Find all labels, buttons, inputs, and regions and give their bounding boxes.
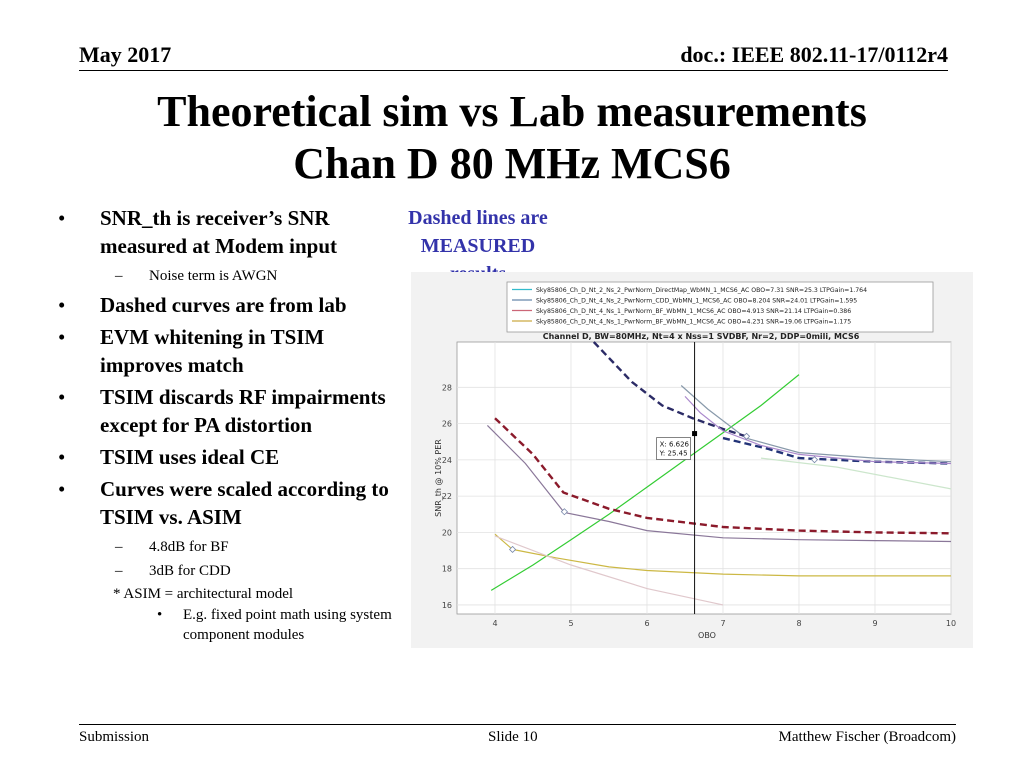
title-line-1: Theoretical sim vs Lab measurements	[157, 87, 867, 136]
sub-bullet-awgn: Noise term is AWGN	[56, 264, 406, 288]
series-line	[592, 341, 747, 438]
bullet-evm-whitening: EVM whitening in TSIM improves match	[56, 323, 406, 379]
series-line	[486, 424, 952, 543]
slide-title: Theoretical sim vs Lab measurements Chan…	[0, 86, 1024, 190]
series-line	[684, 395, 952, 465]
bullet-rf-impairments: TSIM discards RF impairments except for …	[56, 383, 406, 439]
sub-bullet-bf: 4.8dB for BF	[56, 535, 406, 559]
snr-obo-chart: Sky85806_Ch_D_Nt_2_Ns_2_PwrNorm_DirectMa…	[434, 281, 956, 640]
y-tick-label: 26	[442, 420, 452, 429]
series-line	[680, 385, 952, 463]
series-line	[494, 533, 951, 577]
bullet-snr-th: SNR_th is receiver’s SNR measured at Mod…	[56, 204, 406, 260]
footer-divider	[79, 724, 956, 725]
data-marker	[508, 545, 517, 554]
x-axis-label: OBO	[698, 631, 716, 640]
header-doc-id: doc.: IEEE 802.11-17/0112r4	[680, 42, 948, 67]
callout-line-2: MEASURED	[420, 235, 536, 257]
legend-entry: Sky85806_Ch_D_Nt_4_Ns_2_PwrNorm_CDD_WbMN…	[536, 298, 857, 305]
y-axis-label: SNR_th @ 10% PER	[434, 439, 443, 517]
data-marker	[560, 508, 568, 516]
y-tick-label: 16	[442, 601, 452, 610]
x-tick-label: 9	[872, 619, 877, 628]
bullet-scaling: Curves were scaled according to TSIM vs.…	[56, 475, 406, 531]
chart-title: Channel D, BW=80MHz, Nt=4 x Nss=1 SVDBF,…	[543, 332, 860, 341]
series-line	[760, 457, 952, 490]
asim-note-sub: E.g. fixed point math using system compo…	[56, 605, 406, 645]
chart-markers	[508, 432, 819, 554]
cursor-point	[692, 431, 698, 437]
x-tick-label: 7	[720, 619, 725, 628]
chart-container: Sky85806_Ch_D_Nt_2_Ns_2_PwrNorm_DirectMa…	[411, 272, 973, 648]
legend-entry: Sky85806_Ch_D_Nt_4_Ns_1_PwrNorm_BF_WbMN_…	[536, 308, 851, 315]
chart-ticks: 4 5 6 7 8 9 10 16 18 20 22 24 26 28	[442, 383, 956, 628]
header-divider	[79, 70, 948, 71]
x-tick-label: 10	[946, 619, 956, 628]
bullet-ideal-ce: TSIM uses ideal CE	[56, 443, 406, 471]
series-line	[494, 417, 952, 535]
legend-entry: Sky85806_Ch_D_Nt_4_Ns_1_PwrNorm_BF_WbMN_…	[536, 319, 851, 326]
x-tick-label: 6	[644, 619, 649, 628]
series-line	[494, 535, 724, 606]
data-marker	[742, 432, 751, 440]
chart-series	[486, 341, 952, 606]
asim-note: * ASIM = architectural model	[113, 586, 294, 602]
y-tick-label: 24	[442, 456, 452, 465]
y-tick-label: 22	[442, 492, 452, 501]
chart-legend: Sky85806_Ch_D_Nt_2_Ns_2_PwrNorm_DirectMa…	[512, 287, 867, 326]
footer-author: Matthew Fischer (Broadcom)	[778, 729, 956, 745]
legend-entry: Sky85806_Ch_D_Nt_2_Ns_2_PwrNorm_DirectMa…	[536, 287, 867, 294]
y-tick-label: 28	[442, 383, 452, 392]
bullet-list: SNR_th is receiver’s SNR measured at Mod…	[56, 204, 406, 645]
cursor-y-label: Y: 25.45	[659, 450, 688, 458]
x-tick-label: 4	[492, 619, 497, 628]
header-date: May 2017	[79, 42, 172, 67]
x-tick-label: 5	[568, 619, 573, 628]
bullet-dashed-curves: Dashed curves are from lab	[56, 291, 406, 319]
callout-line-1: Dashed lines are	[408, 207, 548, 229]
y-tick-label: 20	[442, 528, 452, 537]
footer-submission: Submission	[79, 729, 150, 745]
title-line-2: Chan D 80 MHz MCS6	[293, 139, 731, 188]
x-tick-label: 8	[796, 619, 801, 628]
series-line	[490, 374, 800, 591]
cursor-x-label: X: 6.626	[660, 441, 690, 449]
cursor-datatip	[656, 437, 691, 460]
footer-slide-number: Slide 10	[488, 729, 538, 745]
y-tick-label: 18	[442, 565, 452, 574]
data-marker	[810, 456, 819, 464]
chart-legend-box	[506, 281, 934, 333]
sub-bullet-cdd: 3dB for CDD	[56, 559, 406, 583]
